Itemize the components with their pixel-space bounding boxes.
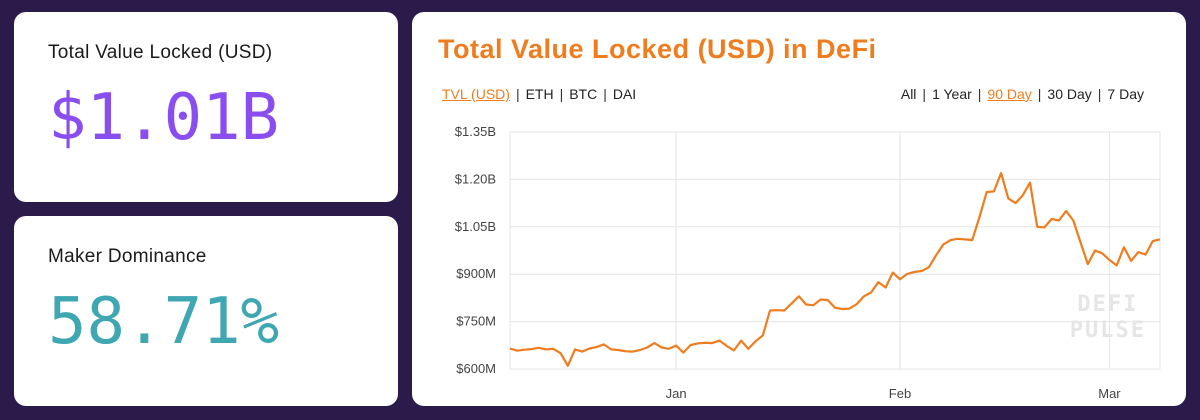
unit-option-btc[interactable]: BTC <box>569 86 598 102</box>
range-option-7-day[interactable]: 7 Day <box>1107 86 1144 102</box>
y-tick-label: $900M <box>456 266 496 281</box>
separator: | <box>977 86 982 102</box>
unit-option-dai[interactable]: DAI <box>612 86 637 102</box>
plot-area <box>509 131 1161 370</box>
watermark-line-1: DEFI <box>1077 292 1139 317</box>
x-tick-label: Feb <box>889 386 911 401</box>
separator: | <box>515 86 520 102</box>
y-tick-label: $750M <box>456 314 496 329</box>
separator: | <box>1037 86 1042 102</box>
y-tick-label: $1.20B <box>455 171 496 186</box>
x-tick-label: Jan <box>666 386 687 401</box>
watermark-line-2: PULSE <box>1069 318 1146 343</box>
separator: | <box>603 86 607 102</box>
unit-selector: TVL (USD) | ETH | BTC | DAI <box>442 86 636 102</box>
chart-card: $600M $750M $900M $1.05B $1.20B $1.35B Jan Feb M… <box>412 12 1186 406</box>
maker-dominance-label: Maker Dominance <box>48 246 207 267</box>
unit-option-eth[interactable]: ETH <box>525 86 554 102</box>
range-option-all[interactable]: All <box>900 86 917 102</box>
separator: | <box>1097 86 1102 102</box>
separator: | <box>559 86 564 102</box>
defi-pulse-watermark: DEFI PULSE <box>1070 292 1146 344</box>
y-tick-label: $1.35B <box>455 124 496 139</box>
range-selector: All | 1 Year | 90 Day | 30 Day | 7 Day <box>901 86 1144 102</box>
tvl-label: Total Value Locked (USD) <box>48 42 273 63</box>
x-tick-label: Mar <box>1098 386 1121 401</box>
maker-dominance-value: 58.71% <box>48 285 280 359</box>
y-tick-label: $1.05B <box>455 219 496 234</box>
chart-title: Total Value Locked (USD) in DeFi <box>438 34 877 64</box>
maker-dominance-card: Maker Dominance 58.71% <box>14 216 398 406</box>
tvl-value: $1.01B <box>48 81 280 155</box>
separator: | <box>922 86 927 102</box>
tvl-series-line <box>509 172 1161 367</box>
tvl-card: Total Value Locked (USD) $1.01B <box>14 12 398 202</box>
range-option-1-year[interactable]: 1 Year <box>932 86 972 102</box>
range-option-30-day[interactable]: 30 Day <box>1047 86 1092 102</box>
tvl-line-chart: $600M $750M $900M $1.05B $1.20B $1.35B Jan Feb M… <box>455 124 1161 401</box>
unit-option-tvl-usd[interactable]: TVL (USD) <box>442 86 510 102</box>
range-option-90-day[interactable]: 90 Day <box>987 86 1032 102</box>
y-tick-label: $600M <box>456 361 496 376</box>
